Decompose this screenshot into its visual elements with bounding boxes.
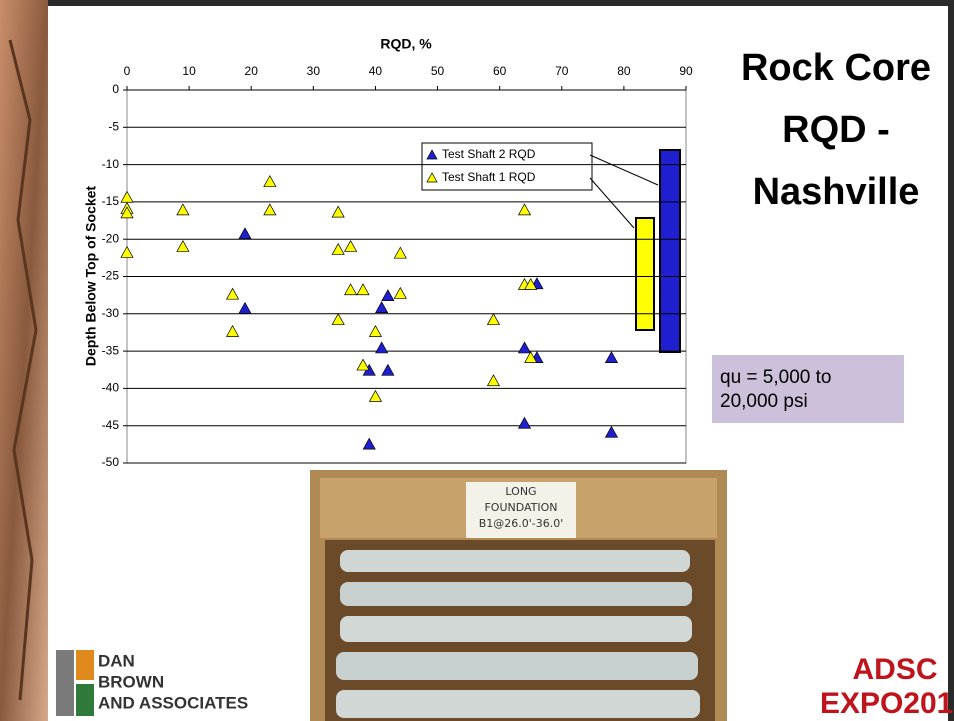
x-axis-title: RQD, % bbox=[380, 36, 432, 52]
legend-label: Test Shaft 2 RQD bbox=[442, 147, 536, 161]
core bbox=[336, 690, 700, 718]
x-tick-label: 80 bbox=[617, 64, 631, 78]
text-line: Nashville bbox=[753, 171, 920, 213]
core bbox=[340, 616, 692, 642]
slide: RQD, % Depth Below Top of Socket Rock Co… bbox=[0, 0, 954, 721]
right-border bbox=[948, 0, 954, 721]
x-tick-label: 90 bbox=[679, 64, 693, 78]
y-tick-label: -5 bbox=[108, 119, 119, 133]
core bbox=[336, 652, 698, 680]
x-tick-label: 60 bbox=[493, 64, 507, 78]
logo-bar bbox=[76, 650, 94, 680]
y-tick-label: 0 bbox=[112, 82, 119, 96]
y-tick-label: -45 bbox=[102, 418, 120, 432]
shaft-1-range-bar bbox=[636, 218, 654, 330]
logo-bar bbox=[76, 684, 94, 716]
y-tick-label: -40 bbox=[102, 381, 120, 395]
y-tick-label: -15 bbox=[102, 194, 120, 208]
text-line: AND ASSOCIATES bbox=[98, 693, 248, 712]
y-tick-label: -35 bbox=[102, 343, 120, 357]
top-border bbox=[48, 0, 954, 6]
text-line: qu = 5,000 to bbox=[720, 367, 831, 388]
x-tick-label: 10 bbox=[182, 64, 196, 78]
text-line: EXPO2012 bbox=[820, 687, 954, 720]
x-tick-label: 30 bbox=[307, 64, 321, 78]
text-line: LONG bbox=[505, 485, 536, 498]
x-tick-label: 50 bbox=[431, 64, 445, 78]
rock-strip bbox=[0, 0, 48, 721]
y-axis-title: Depth Below Top of Socket bbox=[83, 186, 99, 367]
text-line: DAN bbox=[98, 651, 135, 670]
logo-bar bbox=[56, 650, 74, 716]
y-tick-label: -30 bbox=[102, 306, 120, 320]
note-box bbox=[712, 355, 904, 423]
text-line: 20,000 psi bbox=[720, 391, 808, 412]
x-tick-label: 70 bbox=[555, 64, 569, 78]
core bbox=[340, 582, 692, 606]
text-line: RQD - bbox=[782, 109, 890, 151]
core bbox=[340, 550, 690, 572]
text-line: ADSC bbox=[852, 653, 937, 686]
text-line: Rock Core bbox=[741, 47, 931, 89]
text-line: FOUNDATION bbox=[484, 501, 557, 514]
x-tick-label: 40 bbox=[369, 64, 383, 78]
x-tick-label: 0 bbox=[124, 64, 131, 78]
legend-label: Test Shaft 1 RQD bbox=[442, 170, 536, 184]
shaft-2-range-bar bbox=[660, 150, 680, 352]
y-tick-label: -20 bbox=[102, 231, 120, 245]
y-tick-label: -10 bbox=[102, 157, 120, 171]
y-tick-label: -50 bbox=[102, 455, 120, 469]
x-tick-label: 20 bbox=[245, 64, 259, 78]
text-line: B1@26.0'-36.0' bbox=[479, 517, 564, 530]
y-tick-label: -25 bbox=[102, 269, 120, 283]
text-line: BROWN bbox=[98, 672, 164, 691]
